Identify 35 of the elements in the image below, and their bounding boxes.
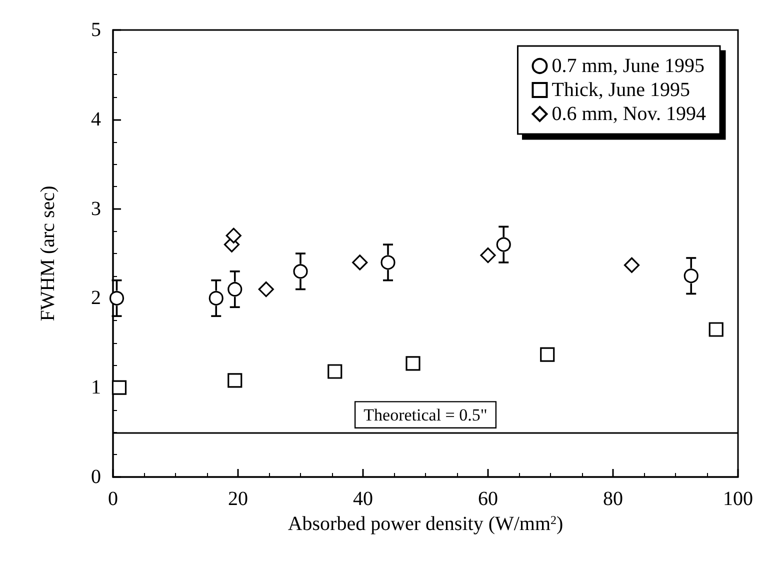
y-tick-label: 3: [91, 198, 101, 220]
y-axis-title: FWHM (arc sec): [37, 186, 59, 322]
legend-label: 0.7 mm, June 1995: [552, 55, 705, 77]
point: [708, 322, 724, 337]
ref-line-label: Theoretical = 0.5": [364, 405, 488, 424]
y-tick-label: 0: [91, 466, 101, 488]
y-tick-label: 2: [91, 287, 101, 310]
point: [684, 268, 698, 284]
point: [328, 364, 342, 379]
x-tick-label: 80: [603, 488, 623, 510]
point: [352, 254, 368, 270]
point: [380, 255, 396, 270]
point: [540, 347, 555, 362]
y-tick-label: 4: [91, 108, 101, 130]
point: [228, 282, 242, 297]
point: [624, 257, 640, 273]
point: [228, 373, 242, 388]
x-tick-label: 0: [108, 488, 118, 510]
point: [109, 290, 124, 306]
point: [496, 237, 511, 252]
legend-label: 0.6 mm, Nov. 1994: [552, 103, 706, 125]
point: [480, 247, 496, 264]
x-tick-label: 20: [228, 488, 248, 510]
point: [226, 228, 242, 244]
x-tick-label: 40: [353, 488, 373, 510]
x-tick-label: 60: [478, 488, 498, 510]
point: [293, 264, 308, 279]
legend-label: Thick, June 1995: [552, 79, 690, 101]
y-tick-label: 1: [91, 376, 101, 399]
point: [406, 356, 420, 371]
point: [208, 290, 224, 306]
point: [258, 281, 274, 298]
point: [112, 380, 127, 395]
y-tick-label: 5: [91, 19, 101, 41]
x-tick-label: 100: [723, 488, 753, 510]
